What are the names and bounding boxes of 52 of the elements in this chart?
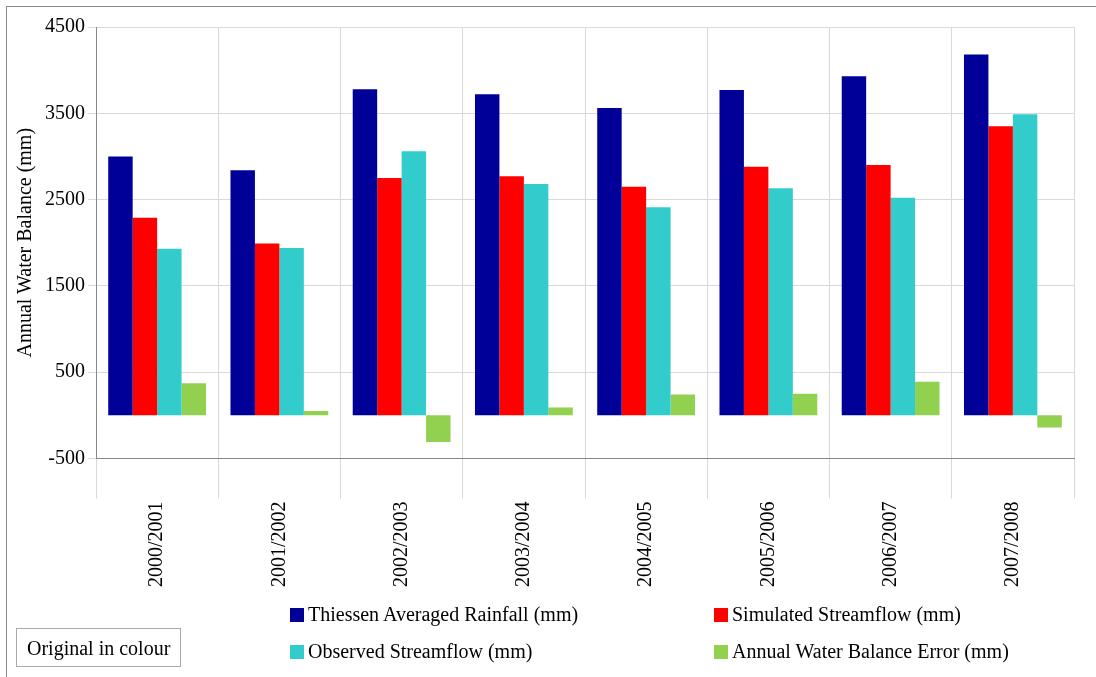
bar <box>279 247 304 416</box>
bar <box>548 407 573 416</box>
x-tick-label: 2007/2008 <box>1000 501 1023 588</box>
x-tick-label: 2004/2005 <box>633 501 656 588</box>
bar <box>621 186 647 416</box>
y-tick-label: -500 <box>48 445 85 468</box>
y-axis-title: Annual Water Balance (mm) <box>13 127 37 358</box>
x-tick-label: 2002/2003 <box>388 501 411 588</box>
x-tick-label: 2000/2001 <box>144 501 167 588</box>
legend-label: Thiessen Averaged Rainfall (mm) <box>307 603 580 626</box>
y-tick-label: 3500 <box>45 100 85 123</box>
bar <box>499 176 524 416</box>
bar <box>377 178 402 416</box>
x-tick-label: 2005/2006 <box>755 501 778 588</box>
bar <box>988 126 1013 416</box>
bar <box>963 54 989 416</box>
bar <box>670 394 696 416</box>
legend-label: Annual Water Balance Error (mm) <box>731 640 1010 663</box>
bar <box>254 243 280 416</box>
bar <box>230 170 255 416</box>
bar <box>1012 114 1038 416</box>
legend-label: Observed Streamflow (mm) <box>307 640 534 663</box>
bar <box>426 415 451 443</box>
bar <box>768 188 793 416</box>
bar <box>890 197 916 416</box>
x-tick-label: 2003/2004 <box>511 501 534 588</box>
text: Original in colour <box>16 628 182 667</box>
bar <box>841 76 867 416</box>
x-tick-label: 2006/2007 <box>877 501 900 588</box>
bar <box>401 151 427 416</box>
bar <box>352 89 378 416</box>
bar <box>743 166 769 416</box>
bar <box>474 94 500 416</box>
x-tick-label: 2001/2002 <box>266 501 289 588</box>
y-tick-label: 4500 <box>45 14 85 37</box>
legend-label: Simulated Streamflow (mm) <box>731 603 962 626</box>
y-tick-label: 2500 <box>45 186 85 209</box>
y-tick-label: 500 <box>55 359 85 382</box>
bar <box>597 108 622 416</box>
bar <box>1037 415 1062 428</box>
bar <box>157 248 182 416</box>
bar <box>792 393 818 416</box>
bar <box>915 381 940 416</box>
bar <box>132 217 158 416</box>
bar <box>866 165 891 416</box>
bar <box>719 89 744 416</box>
bar <box>181 383 207 416</box>
bar <box>646 207 671 416</box>
bar <box>303 410 329 416</box>
bar <box>108 156 133 416</box>
bar <box>523 184 549 416</box>
y-tick-label: 1500 <box>45 273 85 296</box>
